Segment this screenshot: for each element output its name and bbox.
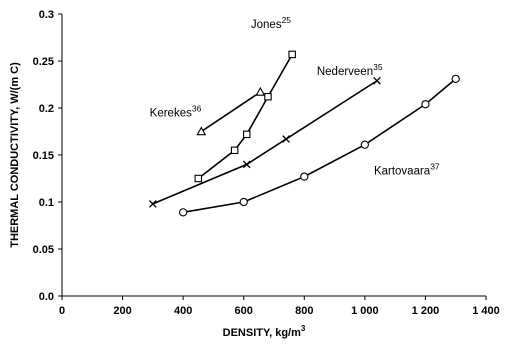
data-point-x-stroke	[282, 135, 290, 143]
data-point-circle	[421, 100, 430, 109]
axis-ticks: 0.0 0.05 0.1 0.15 0.2 0.25 0.3 0 200 400 600 800 1 0…	[33, 9, 500, 317]
data-point-x-stroke	[373, 76, 381, 85]
x-tick-label: 600	[235, 305, 253, 317]
series-label-name: Nederveen	[317, 66, 373, 78]
series-line-nederveen	[152, 80, 378, 205]
series-labels: Jones25 Kerekes36 Nederveen35 Kartovaara37	[150, 15, 440, 178]
x-tick-label: 0	[59, 305, 65, 317]
data-point-circle	[300, 172, 309, 181]
data-point-triangle	[196, 126, 207, 136]
data-point-square	[230, 146, 239, 155]
series-kartovaara	[178, 74, 460, 217]
y-tick-label: 0.05	[33, 244, 54, 256]
y-tick-label: 0.0	[39, 291, 54, 303]
data-point-square	[288, 50, 296, 59]
data-point-square	[242, 130, 251, 139]
y-tick-label: 0.1	[39, 197, 54, 209]
y-tick-label: 0.15	[33, 150, 54, 162]
data-point-x-stroke	[242, 160, 251, 169]
x-tick-label: 1 400	[472, 305, 500, 317]
series-label-name: Kartovaara	[374, 166, 431, 178]
x-tick-label: 1 200	[412, 305, 440, 317]
series-kerekes	[196, 86, 266, 136]
series-label-kerekes: Kerekes36	[150, 103, 202, 119]
series-label-reference: 36	[192, 103, 202, 113]
x-axis-title-text: DENSITY, kg/m	[223, 327, 301, 339]
series-line-kerekes	[200, 91, 261, 133]
data-point-x	[242, 160, 251, 169]
series-label-kartovaara: Kartovaara37	[374, 162, 440, 178]
y-tick-label: 0.3	[39, 9, 54, 21]
series-line-jones	[197, 54, 293, 180]
data-point-x	[373, 76, 381, 85]
series-label-jones: Jones25	[251, 15, 291, 31]
data-point-circle	[360, 140, 370, 149]
data-point-x	[148, 200, 157, 208]
x-tick-label: 800	[295, 305, 313, 317]
series-label-reference: 35	[373, 62, 383, 72]
series-label-reference: 25	[282, 15, 292, 25]
y-tick-label: 0.2	[39, 103, 54, 115]
y-tick-label: 0.25	[33, 56, 54, 68]
series-jones	[194, 50, 296, 183]
series-label-reference: 37	[430, 162, 440, 172]
x-axis-title: DENSITY, kg/m3	[223, 324, 306, 339]
data-point-square	[264, 92, 272, 101]
series-label-nederveen: Nederveen35	[317, 62, 383, 78]
data-point-x	[282, 135, 290, 143]
series-nederveen	[148, 76, 381, 208]
x-axis-title-superscript: 3	[301, 324, 306, 333]
data-point-x-stroke	[148, 200, 157, 208]
series-line-kartovaara	[183, 78, 457, 214]
data-point-circle	[178, 208, 188, 217]
data-point-square	[194, 174, 203, 183]
series-layer	[148, 50, 460, 217]
data-point-triangle	[255, 86, 266, 96]
y-axis-title: THERMAL CONDUCTIVITY, W/(m C)	[9, 62, 21, 248]
x-tick-label: 200	[113, 305, 131, 317]
x-tick-label: 1 000	[351, 305, 379, 317]
x-tick-label: 400	[174, 305, 192, 317]
axes	[61, 14, 486, 297]
series-label-name: Kerekes	[150, 107, 192, 119]
series-label-name: Jones	[251, 19, 282, 31]
data-point-circle	[451, 74, 460, 84]
data-point-circle	[239, 197, 248, 207]
